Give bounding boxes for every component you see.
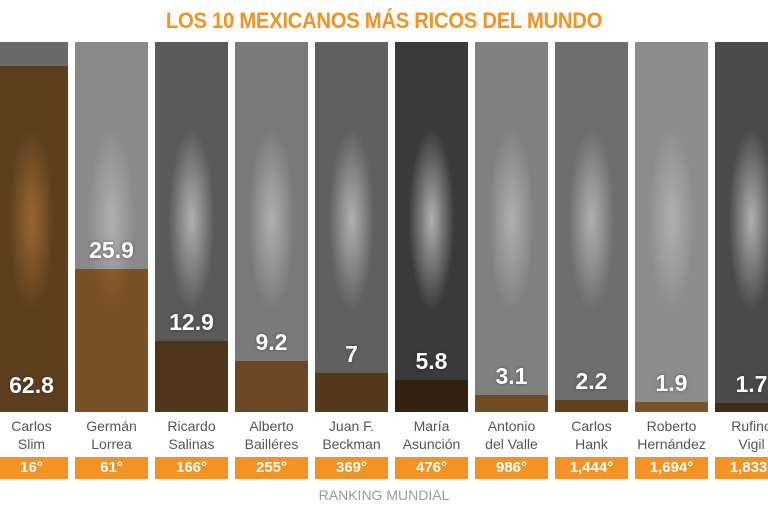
bar	[0, 66, 68, 412]
world-rank-badge: 166°	[155, 457, 228, 479]
portrait-photo	[395, 42, 468, 412]
value-label: 2.2	[575, 367, 608, 394]
name-line: Lorrea	[91, 436, 132, 452]
name-line: Carlos	[571, 418, 612, 434]
person-column: 5.8	[395, 42, 468, 412]
bar	[635, 401, 708, 412]
bar	[315, 373, 388, 412]
value-label: 12.9	[169, 308, 214, 335]
value-label: 3.1	[495, 362, 528, 389]
person-column: 7	[315, 42, 388, 412]
value-label: 25.9	[89, 237, 134, 264]
name-line: Beckman	[322, 436, 381, 452]
name-line: Rufino	[731, 418, 768, 434]
person-column: 9.2	[235, 42, 308, 412]
person-name: Germán Lorrea	[75, 417, 148, 453]
world-rank-badge: 1,444°	[555, 457, 628, 479]
chart-title: LOS 10 MEXICANOS MÁS RICOS DEL MUNDO	[165, 8, 603, 33]
value-label: 9.2	[255, 329, 288, 356]
person-name: Roberto Hernández	[635, 417, 708, 453]
name-line: Carlos	[11, 418, 52, 434]
person-name: Carlos Hank	[555, 417, 628, 453]
name-line: Salinas	[168, 436, 215, 452]
name-line: Juan F.	[328, 418, 375, 434]
bar	[475, 394, 548, 412]
world-rank-badge: 61°	[75, 457, 148, 479]
value-label: 1.7	[735, 370, 768, 397]
value-label: 62.8	[9, 372, 54, 398]
world-rank-badge: 986°	[475, 457, 548, 479]
person-name: Rufino Vigil	[715, 417, 768, 453]
person-column: 62.8	[0, 42, 68, 412]
person-column: 2.2	[555, 42, 628, 412]
portrait-photo	[715, 42, 768, 412]
person-column: 1.9	[635, 42, 708, 412]
person-column: 25.9	[75, 42, 148, 412]
bar	[715, 402, 768, 412]
name-line: Asunción	[402, 436, 461, 452]
name-line: Alberto	[249, 418, 294, 434]
person-column: 12.9	[155, 42, 228, 412]
person-name: Ricardo Salinas	[155, 417, 228, 453]
name-line: Bailléres	[244, 436, 299, 452]
bar	[155, 340, 228, 412]
bar	[395, 380, 468, 412]
bar	[555, 399, 628, 412]
person-column: 1.7	[715, 42, 768, 412]
world-rank-badge: 255°	[235, 457, 308, 479]
name-line: Antonio	[487, 418, 536, 434]
world-rank-badge: 476°	[395, 457, 468, 479]
portrait-photo	[315, 42, 388, 412]
person-name: María Asunción	[395, 417, 468, 453]
name-line: María	[413, 418, 450, 434]
name-line: Germán	[86, 418, 137, 434]
name-line: Roberto	[646, 418, 697, 434]
value-label: 5.8	[415, 348, 448, 375]
bar	[235, 361, 308, 412]
world-rank-badge: 369°	[315, 457, 388, 479]
x-axis-label: RANKING MUNDIAL	[318, 487, 450, 503]
world-rank-badge: 16°	[0, 457, 68, 479]
name-line: Slim	[17, 436, 46, 452]
person-name: Alberto Bailléres	[235, 417, 308, 453]
value-label: 1.9	[655, 369, 688, 396]
portrait-photo	[635, 42, 708, 412]
portrait-photo	[475, 42, 548, 412]
person-name: Juan F. Beckman	[315, 417, 388, 453]
world-rank-badge: 1,694°	[635, 457, 708, 479]
person-name: Carlos Slim	[0, 417, 68, 453]
portrait-photo	[235, 42, 308, 412]
bar	[75, 269, 148, 412]
value-label: 7	[345, 341, 358, 368]
world-rank-badge: 1,833°	[715, 457, 768, 479]
name-line: Ricardo	[167, 418, 216, 434]
name-line: Vigil	[738, 436, 765, 452]
name-line: Hernández	[637, 436, 706, 452]
person-column: 3.1	[475, 42, 548, 412]
name-line: Hank	[575, 436, 608, 452]
person-name: Antonio del Valle	[475, 417, 548, 453]
portrait-photo	[555, 42, 628, 412]
name-line: del Valle	[485, 436, 538, 452]
